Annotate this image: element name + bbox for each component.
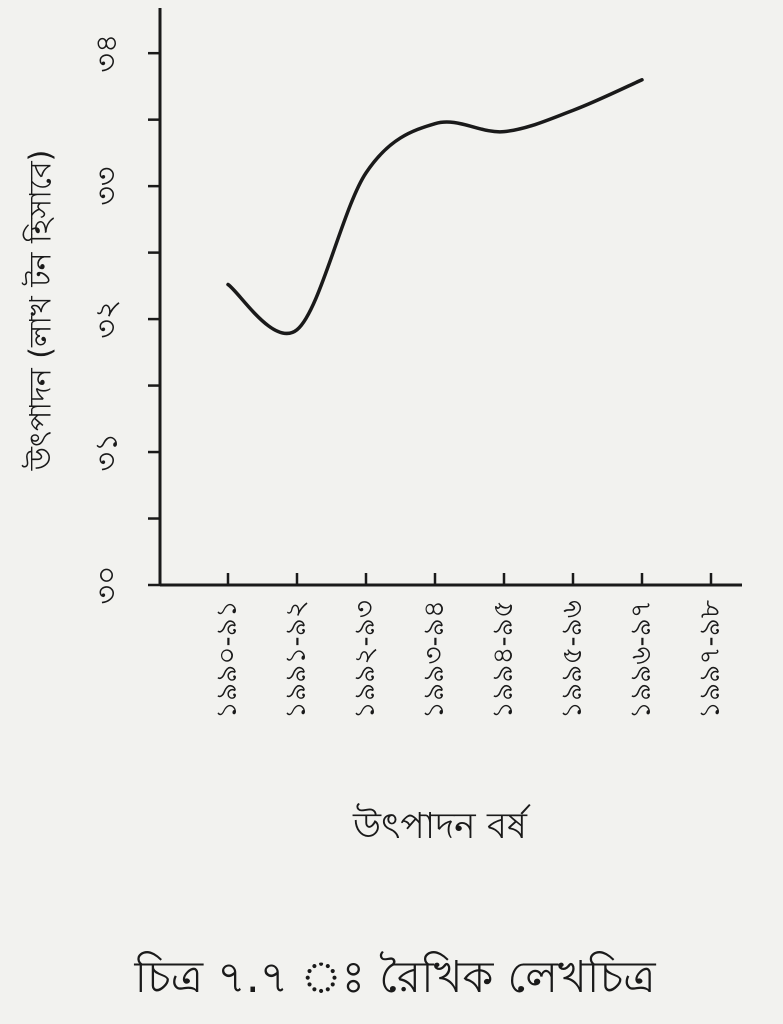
x-tick-label: ১৯৯৭-৯৮	[693, 600, 726, 719]
x-axis-label: উৎপাদন বর্ষ	[352, 803, 531, 847]
y-tick-label: ৩০	[90, 565, 125, 604]
x-tick-label: ১৯৯৪-৯৫	[486, 600, 519, 719]
x-tick-label: ১৯৯৬-৯৭	[624, 600, 657, 719]
x-tick-label: ১৯৯২-৯৩	[348, 600, 381, 719]
y-axis-label: উৎপাদন (লাখ টন হিসাবে)	[22, 150, 59, 472]
y-tick-label: ৩১	[90, 433, 125, 472]
y-tick-label: ৩৩	[90, 167, 125, 206]
y-tick-label: ৩৪	[90, 34, 125, 73]
x-tick-label: ১৯৯০-৯১	[210, 600, 243, 719]
x-tick-label: ১৯৯৩-৯৪	[417, 600, 450, 719]
y-tick-label: ৩২	[90, 300, 125, 339]
caption: চিত্র ৭.৭ ঃ রৈখিক লেখচিত্র	[133, 951, 656, 1003]
x-tick-label: ১৯৯৫-৯৬	[555, 600, 588, 719]
data-line	[226, 78, 644, 335]
x-tick-label: ১৯৯১-৯২	[279, 600, 312, 719]
